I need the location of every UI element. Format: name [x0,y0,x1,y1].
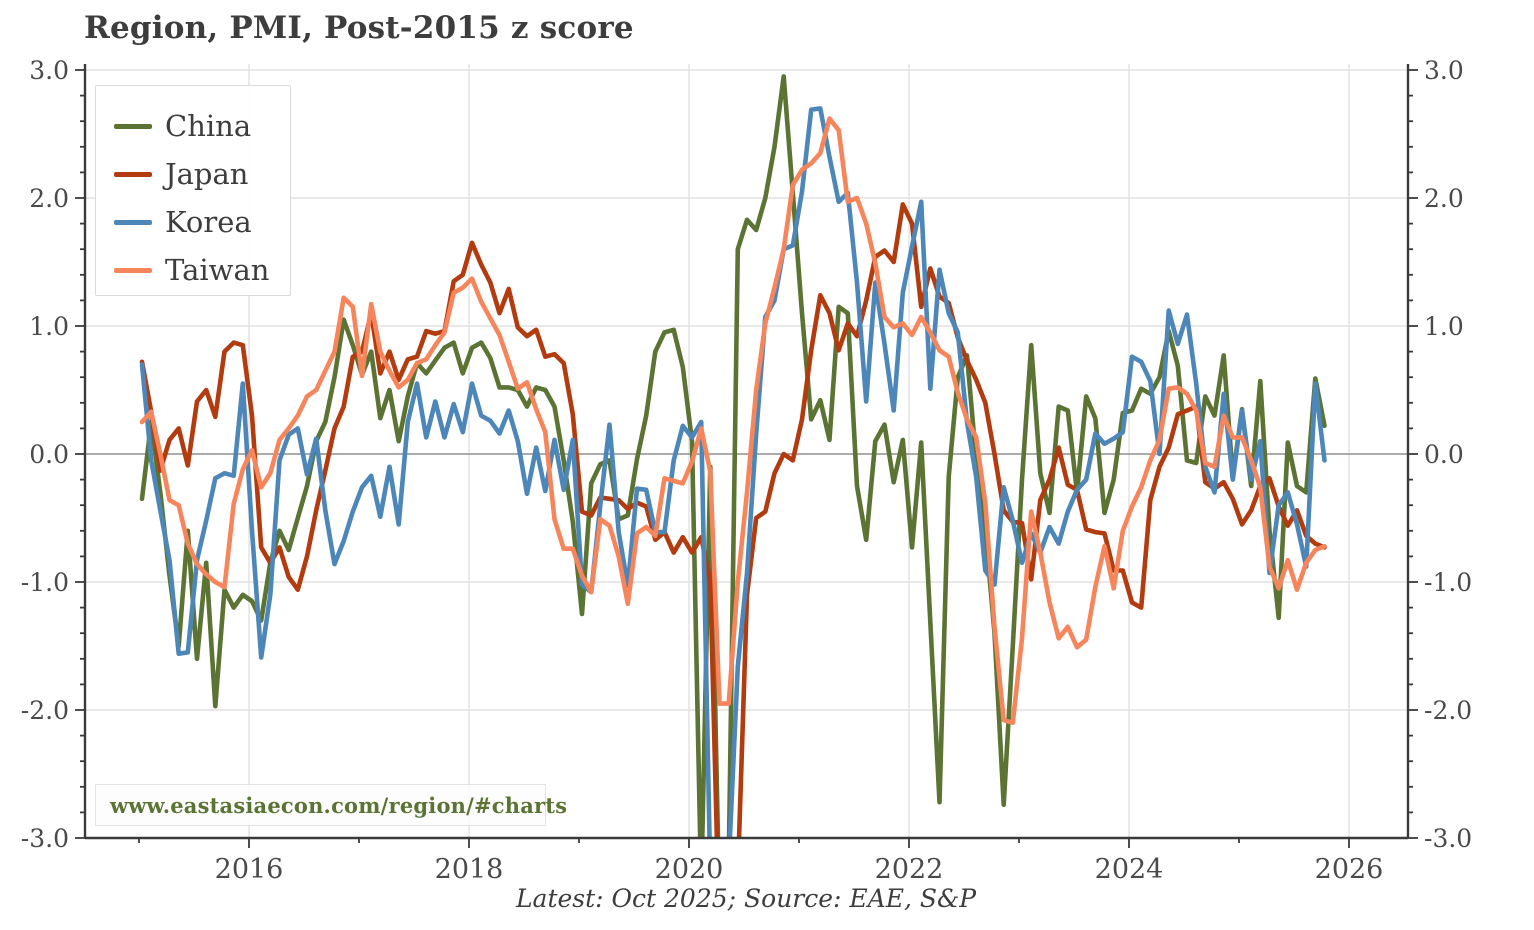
japan-line-swatch-icon [114,171,152,177]
y-axis-tick-label-left: -3.0 [21,824,69,853]
y-axis-tick-label-left: 0.0 [29,440,69,469]
legend-label-taiwan: Taiwan [165,252,270,287]
y-axis-tick-label-right: -1.0 [1424,568,1472,597]
y-axis-tick-label-right: 1.0 [1424,312,1464,341]
legend-item-japan: Japan [114,150,290,198]
x-axis-tick-label: 2022 [875,854,944,885]
source-note: Latest: Oct 2025; Source: EAE, S&P [515,884,977,913]
x-axis-tick-label: 2026 [1315,854,1384,885]
y-axis-tick-label-left: -1.0 [21,568,69,597]
y-axis-tick-label-right: 2.0 [1424,184,1464,213]
korea-line-swatch-icon [114,219,152,225]
chart-legend: China Japan Korea Taiwan [95,85,291,296]
legend-item-korea: Korea [114,198,290,246]
taiwan-line-swatch-icon [114,267,152,273]
taiwan-line [139,116,1327,726]
korea-line [139,106,1327,837]
y-axis-tick-label-right: 0.0 [1424,440,1464,469]
axis-ticks [75,69,1418,848]
legend-item-taiwan: Taiwan [114,246,290,294]
chart-title: Region, PMI, Post-2015 z score [84,10,634,46]
legend-label-japan: Japan [165,156,249,191]
y-axis-tick-label-right: 3.0 [1424,56,1464,85]
axis-tick-labels: 3.0 3.0 2.0 2.0 1.0 1.0 0.0 0.0 -1.0 -1.0 -2.0 -2.0… [21,56,1472,885]
japan-line [139,202,1327,837]
x-axis-tick-label: 2024 [1095,854,1164,885]
y-axis-tick-label-right: -2.0 [1424,696,1472,725]
watermark-badge: www.eastasiaecon.com/region/#charts [95,784,567,826]
legend-label-korea: Korea [165,204,252,239]
x-axis-tick-label: 2018 [435,854,504,885]
watermark-url: www.eastasiaecon.com/region/#charts [110,792,568,818]
axes-spines [83,64,1410,840]
y-axis-tick-label-left: 3.0 [29,56,69,85]
legend-item-china: China [114,102,290,150]
y-axis-tick-label-left: -2.0 [21,696,69,725]
y-axis-tick-label-left: 2.0 [29,184,69,213]
china-line-swatch-icon [114,123,152,129]
x-axis-tick-label: 2016 [215,854,284,885]
legend-label-china: China [165,108,252,143]
series-lines [139,74,1327,837]
y-axis-tick-label-left: 1.0 [29,312,69,341]
y-axis-tick-label-right: -3.0 [1424,824,1472,853]
x-axis-tick-label: 2020 [655,854,724,885]
